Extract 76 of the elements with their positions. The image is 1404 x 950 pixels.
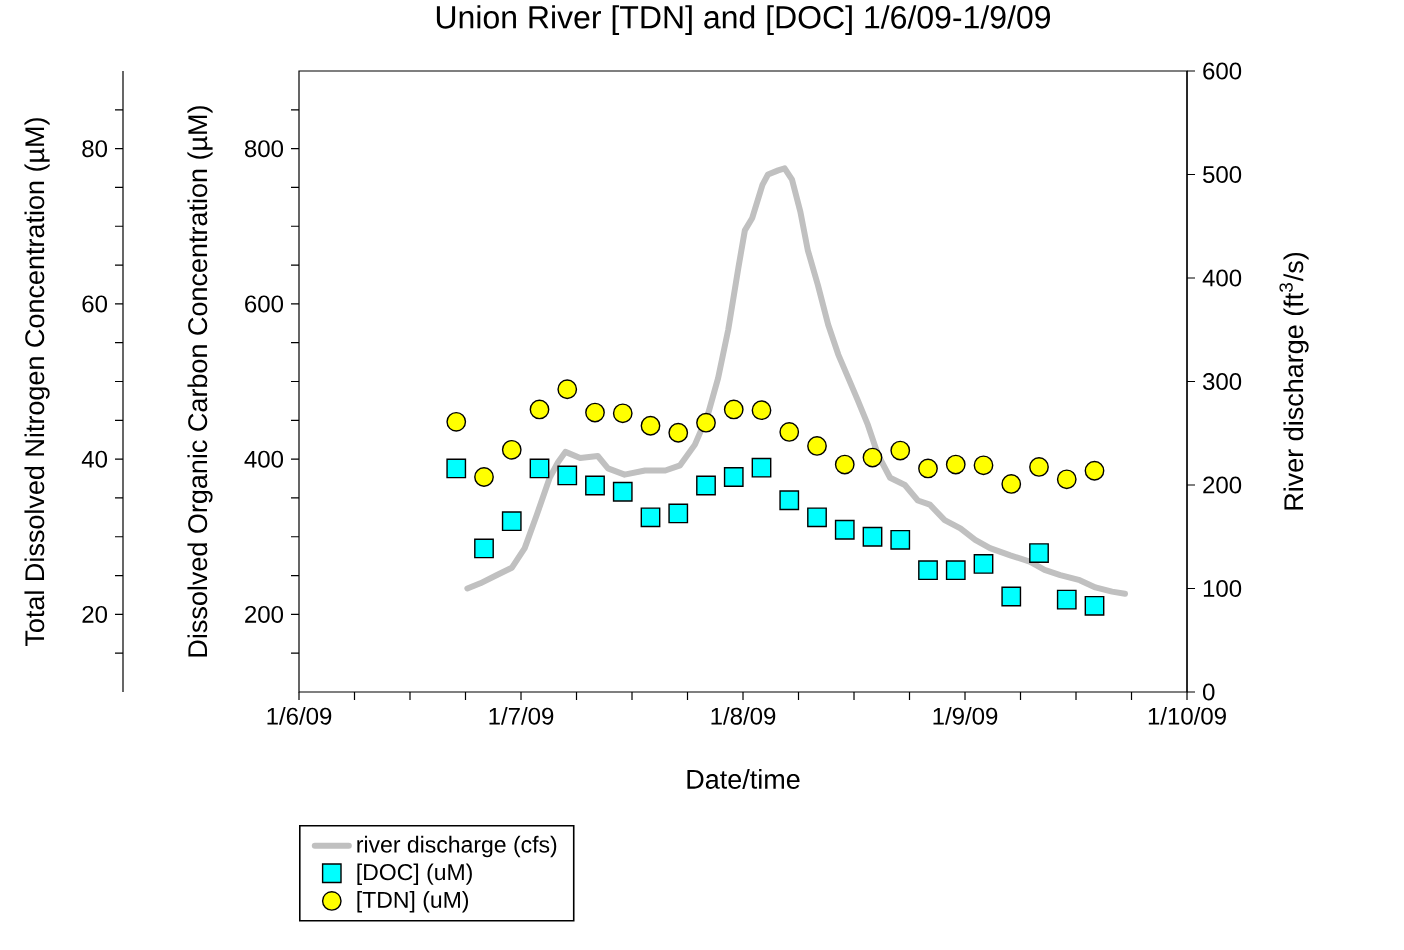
y-axis-title: Dissolved Organic Carbon Concentration (µM) xyxy=(187,106,213,657)
y3-tick-label: 60 xyxy=(82,295,108,313)
point xyxy=(862,447,883,468)
point xyxy=(501,511,522,532)
point xyxy=(474,538,494,559)
point xyxy=(612,403,633,424)
point xyxy=(1056,589,1077,610)
point xyxy=(696,475,716,496)
point xyxy=(474,467,494,487)
y2-tick-label: 300 xyxy=(1202,373,1242,390)
point xyxy=(1029,456,1049,477)
point xyxy=(446,458,467,479)
point xyxy=(557,379,578,400)
point xyxy=(640,415,661,436)
point xyxy=(668,503,689,524)
point xyxy=(529,399,550,420)
y2-tick-label: 100 xyxy=(1203,580,1242,598)
point xyxy=(890,440,911,461)
point xyxy=(945,560,966,581)
x-axis-title: Date/time xyxy=(687,769,800,789)
point xyxy=(585,475,605,496)
y2-tick-label: 600 xyxy=(1203,62,1242,80)
point xyxy=(751,400,772,421)
y3-tick-label: 40 xyxy=(81,450,108,468)
point xyxy=(501,439,522,460)
point xyxy=(585,402,605,423)
point xyxy=(973,455,994,476)
point xyxy=(529,458,550,479)
point xyxy=(723,399,744,420)
point xyxy=(1084,460,1105,481)
point xyxy=(807,507,827,528)
x-tick-label: 1/9/09 xyxy=(933,707,998,725)
point xyxy=(918,560,938,581)
point xyxy=(696,412,716,433)
point xyxy=(612,481,633,502)
x-tick-label: 1/6/09 xyxy=(267,707,332,725)
point xyxy=(862,526,883,547)
y3-axis-title: Total Dissolved Nitrogen Concentration (µM) xyxy=(24,118,50,647)
point xyxy=(668,422,689,443)
y-tick-label: 800 xyxy=(244,140,284,158)
point xyxy=(918,458,938,479)
y3-tick-label: 20 xyxy=(82,605,108,623)
y2-tick-label: 500 xyxy=(1203,166,1242,183)
chart-title: Union River [TDN] and [DOC] 1/6/09-1/9/09 xyxy=(436,5,1050,35)
point xyxy=(751,457,772,478)
y-tick-label: 600 xyxy=(245,295,284,313)
y3-tick-label: 80 xyxy=(82,140,108,158)
point xyxy=(1056,469,1077,490)
y-tick-label: 200 xyxy=(245,605,284,623)
legend-label: [TDN] (uM) xyxy=(357,891,469,913)
x-tick-label: 1/8/09 xyxy=(711,707,776,725)
point xyxy=(779,490,800,511)
y2-axis-title: River discharge (ft$^{3}$/s) xyxy=(1279,252,1309,510)
y2-tick-label: 200 xyxy=(1203,476,1242,494)
point xyxy=(834,519,855,540)
legend-label: [DOC] (uM) xyxy=(357,863,472,885)
y-tick-label: 400 xyxy=(244,450,284,468)
point xyxy=(723,467,744,487)
point xyxy=(945,454,966,475)
x-tick-label: 1/10/09 xyxy=(1148,707,1226,725)
point xyxy=(557,465,578,486)
point xyxy=(1001,474,1022,494)
point xyxy=(834,454,855,475)
point xyxy=(1084,595,1105,616)
y2-tick-label: 0 xyxy=(1202,683,1215,701)
point xyxy=(973,554,994,574)
point xyxy=(807,436,827,456)
point xyxy=(1001,586,1022,607)
point xyxy=(1029,543,1049,563)
legend-label: river discharge (cfs) xyxy=(357,835,557,858)
point xyxy=(890,529,911,550)
point xyxy=(779,422,800,442)
point xyxy=(640,507,661,528)
point xyxy=(446,411,467,432)
y2-tick-label: 400 xyxy=(1202,269,1242,287)
x-tick-label: 1/7/09 xyxy=(489,707,554,725)
